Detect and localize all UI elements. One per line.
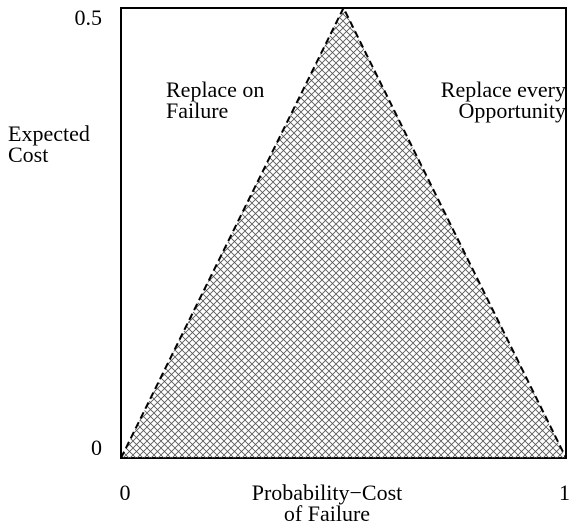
annotation: Replace on: [166, 77, 264, 102]
x-axis-label: Probability−Cost: [252, 480, 403, 505]
annotation: Opportunity: [458, 98, 566, 123]
y-tick-label: 0.5: [75, 5, 103, 30]
area-fill: [121, 8, 566, 458]
y-axis-label: Cost: [8, 142, 48, 167]
x-tick-label: 0: [120, 480, 131, 505]
annotation: Failure: [166, 98, 228, 123]
area-line: [120, 5, 567, 459]
x-axis-label: of Failure: [284, 501, 370, 526]
y-axis-label: Expected: [8, 121, 90, 146]
x-tick-label: 1: [559, 480, 570, 505]
y-tick-label: 0: [91, 435, 102, 460]
annotation: Replace every: [441, 77, 566, 102]
